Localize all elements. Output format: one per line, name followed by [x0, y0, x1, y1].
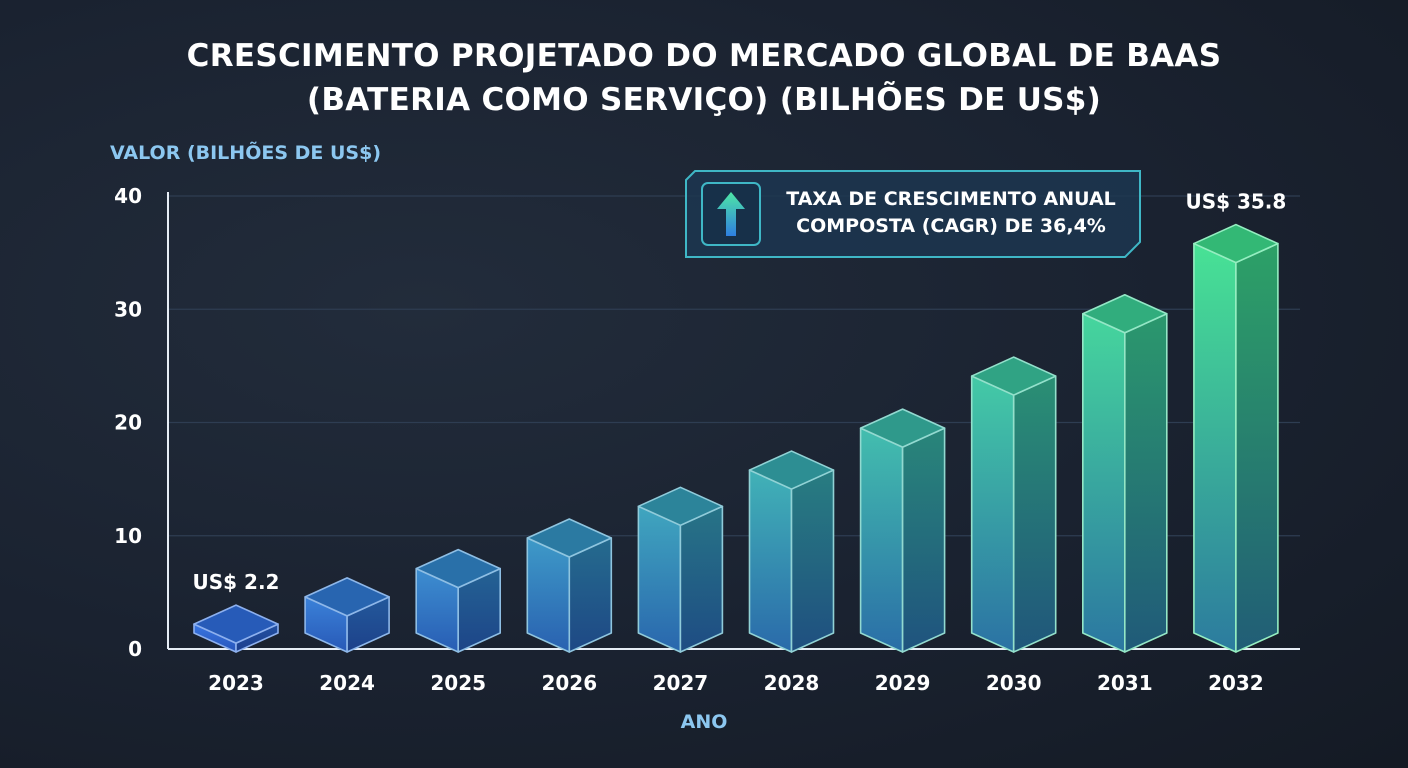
x-tick-label: 2025 [430, 671, 486, 695]
bar-face-top [526, 518, 613, 558]
y-tick-label: 20 [114, 411, 142, 435]
x-tick-label: 2031 [1097, 671, 1153, 695]
chart-title-line-1: CRESCIMENTO PROJETADO DO MERCADO GLOBAL … [186, 38, 1222, 74]
y-tick-label: 30 [114, 297, 142, 321]
bar-face-front [748, 469, 793, 653]
bar-2026 [526, 518, 613, 653]
bar-face-top [1082, 293, 1168, 334]
bar-2025 [415, 548, 502, 653]
bar-face-top [415, 548, 502, 589]
y-tick-label: 0 [128, 637, 142, 661]
bar-face-side [901, 427, 946, 653]
cagr-text-line-1: TAXA DE CRESCIMENTO ANUAL [786, 188, 1116, 210]
bar-2032 [1193, 223, 1279, 653]
cagr-annotation: TAXA DE CRESCIMENTO ANUAL COMPOSTA (CAGR… [685, 170, 1141, 258]
bar-face-top [637, 486, 724, 527]
bar-2028 [748, 450, 835, 653]
bar-2031 [1082, 293, 1168, 653]
bar-face-front [526, 537, 571, 653]
chart-title-line-2: (BATERIA COMO SERVIÇO) (BILHÕES DE US$) [306, 82, 1102, 118]
x-tick-label: 2026 [541, 671, 597, 695]
bar-face-side [1235, 242, 1279, 653]
bar-face-top [859, 408, 946, 448]
data-label: US$ 2.2 [193, 570, 280, 594]
x-axis-label: ANO [680, 711, 728, 733]
bar-face-front [970, 375, 1015, 653]
x-tick-label: 2024 [319, 671, 375, 695]
bar-face-front [1193, 242, 1237, 653]
bar-face-top [748, 450, 835, 490]
bar-face-front [859, 427, 904, 653]
bar-2023 [193, 604, 279, 653]
y-tick-label: 10 [114, 524, 142, 548]
bar-face-front [1082, 312, 1126, 653]
x-tick-label: 2032 [1208, 671, 1264, 695]
bar-2027 [637, 486, 724, 653]
bar-face-top [1193, 223, 1279, 264]
chart-title: CRESCIMENTO PROJETADO DO MERCADO GLOBAL … [0, 34, 1408, 122]
bar-face-side [1124, 312, 1168, 653]
x-tick-label: 2029 [875, 671, 931, 695]
y-tick-label: 40 [114, 184, 142, 208]
x-tick-label: 2028 [764, 671, 820, 695]
bar-face-top [193, 604, 279, 644]
cagr-annotation-frame [685, 170, 1141, 258]
y-axis-label: VALOR (BILHÕES DE US$) [110, 142, 382, 164]
bar-2024 [304, 577, 390, 653]
bar-face-top [304, 577, 390, 617]
x-tick-label: 2027 [653, 671, 709, 695]
cagr-text-line-2: COMPOSTA (CAGR) DE 36,4% [796, 215, 1106, 237]
data-label: US$ 35.8 [1185, 190, 1286, 214]
bar-face-side [679, 505, 724, 653]
bar-face-side [568, 537, 613, 653]
bar-face-side [1012, 375, 1057, 653]
cagr-text: TAXA DE CRESCIMENTO ANUAL COMPOSTA (CAGR… [767, 186, 1135, 240]
bar-face-side [790, 469, 835, 653]
x-tick-label: 2023 [208, 671, 264, 695]
bar-face-front [637, 505, 682, 653]
bar-2030 [970, 356, 1057, 653]
x-tick-label: 2030 [986, 671, 1042, 695]
bar-face-top [970, 356, 1057, 396]
bar-2029 [859, 408, 946, 653]
